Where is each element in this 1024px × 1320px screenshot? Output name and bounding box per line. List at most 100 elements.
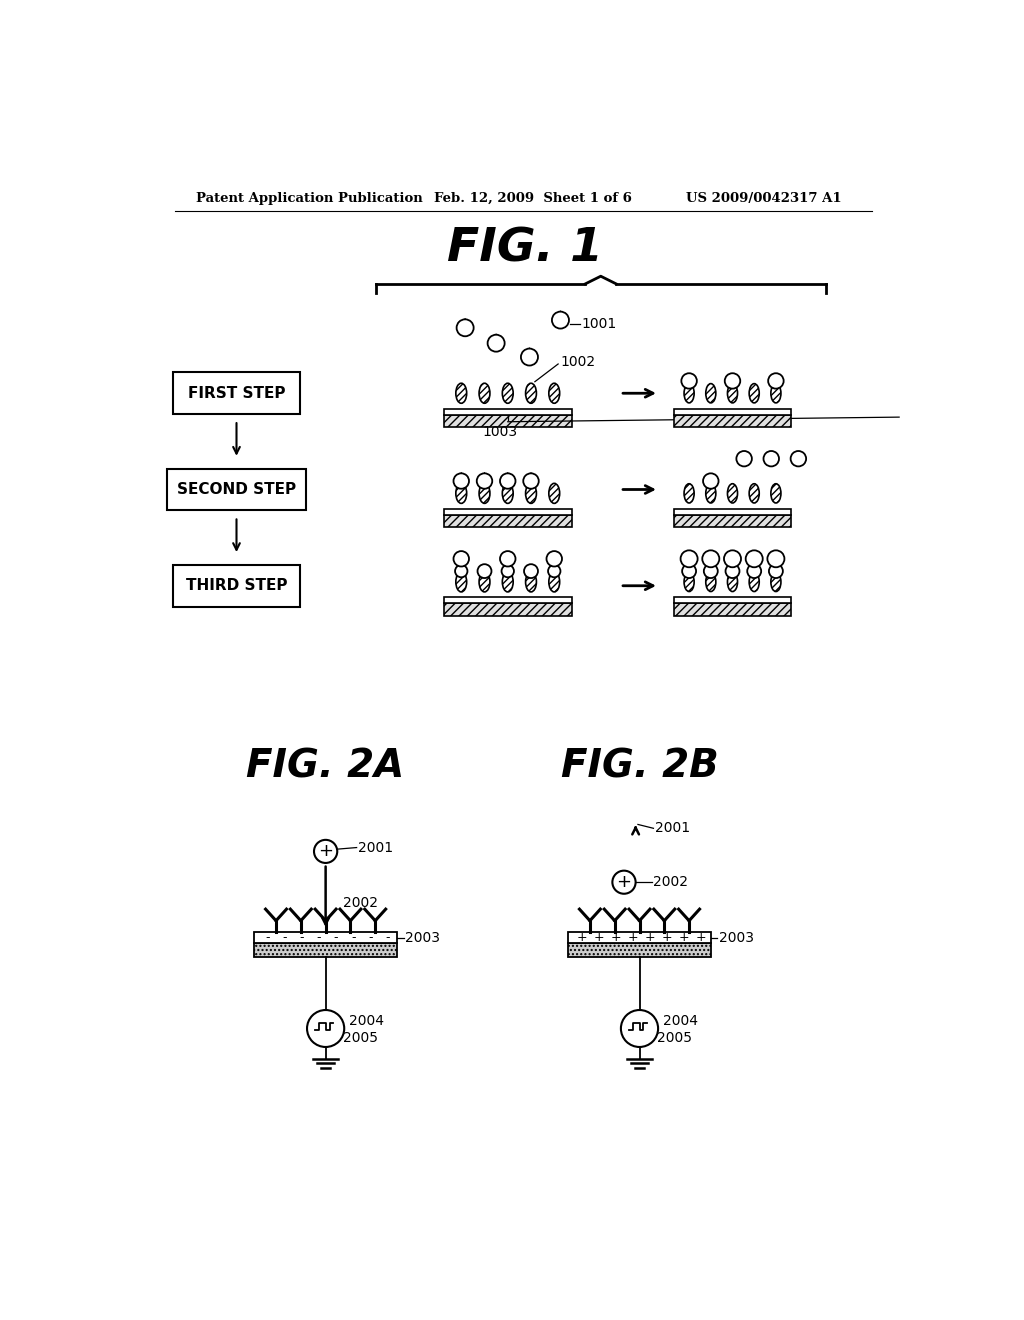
Circle shape: [552, 312, 569, 329]
Circle shape: [307, 1010, 344, 1047]
Ellipse shape: [525, 572, 537, 591]
Bar: [443, 515, 571, 527]
Text: 2004: 2004: [349, 1014, 384, 1028]
Text: +: +: [662, 931, 673, 944]
FancyBboxPatch shape: [173, 372, 300, 414]
Text: 2005: 2005: [343, 1031, 378, 1044]
Circle shape: [454, 474, 469, 488]
Text: -: -: [385, 931, 389, 944]
Ellipse shape: [456, 483, 467, 503]
Text: -: -: [368, 931, 373, 944]
Text: 1003: 1003: [482, 425, 517, 438]
Text: Feb. 12, 2009  Sheet 1 of 6: Feb. 12, 2009 Sheet 1 of 6: [434, 191, 632, 205]
Text: SECOND STEP: SECOND STEP: [177, 482, 296, 498]
Bar: [254, 932, 397, 942]
Ellipse shape: [503, 383, 513, 404]
Text: Patent Application Publication: Patent Application Publication: [197, 191, 423, 205]
Circle shape: [703, 474, 719, 488]
Text: +: +: [577, 931, 587, 944]
Text: +: +: [616, 874, 632, 891]
Text: 1002: 1002: [560, 355, 596, 370]
Bar: [254, 942, 397, 957]
Circle shape: [681, 550, 697, 568]
Ellipse shape: [706, 384, 716, 403]
Ellipse shape: [706, 483, 716, 503]
Text: +: +: [610, 931, 622, 944]
Ellipse shape: [525, 383, 537, 404]
Text: +: +: [645, 931, 655, 944]
Bar: [568, 932, 712, 942]
Ellipse shape: [727, 384, 737, 403]
Circle shape: [736, 451, 752, 466]
Circle shape: [745, 550, 763, 568]
Text: 1001: 1001: [582, 317, 616, 331]
Bar: [675, 508, 791, 515]
Circle shape: [314, 840, 337, 863]
Bar: [443, 597, 571, 603]
Text: +: +: [594, 931, 604, 944]
Circle shape: [454, 552, 469, 566]
Ellipse shape: [525, 483, 537, 503]
Circle shape: [500, 552, 515, 566]
Text: +: +: [679, 931, 689, 944]
Text: 2003: 2003: [406, 931, 440, 945]
Text: -: -: [351, 931, 355, 944]
Circle shape: [500, 474, 515, 488]
Circle shape: [767, 550, 784, 568]
Text: FIG. 1: FIG. 1: [446, 227, 603, 272]
Ellipse shape: [479, 572, 489, 591]
Ellipse shape: [549, 572, 560, 591]
Text: FIRST STEP: FIRST STEP: [187, 385, 286, 401]
Circle shape: [791, 451, 806, 466]
Ellipse shape: [771, 384, 781, 403]
Circle shape: [548, 565, 560, 577]
Bar: [443, 508, 571, 515]
Bar: [675, 409, 791, 414]
Ellipse shape: [684, 573, 694, 591]
Text: +: +: [628, 931, 638, 944]
Text: FIG. 2B: FIG. 2B: [560, 747, 719, 785]
Ellipse shape: [456, 383, 467, 404]
Circle shape: [724, 550, 741, 568]
Ellipse shape: [503, 572, 513, 591]
Circle shape: [487, 335, 505, 351]
Ellipse shape: [503, 483, 513, 503]
Text: +: +: [318, 842, 333, 861]
Text: 2002: 2002: [343, 896, 378, 909]
Circle shape: [621, 1010, 658, 1047]
Bar: [675, 603, 791, 615]
Circle shape: [547, 552, 562, 566]
Circle shape: [502, 565, 514, 577]
Ellipse shape: [750, 573, 759, 591]
Text: 2002: 2002: [653, 875, 688, 890]
Circle shape: [455, 565, 467, 577]
Ellipse shape: [479, 483, 489, 503]
Ellipse shape: [771, 483, 781, 503]
Circle shape: [703, 564, 718, 578]
Ellipse shape: [684, 483, 694, 503]
Ellipse shape: [727, 483, 737, 503]
Ellipse shape: [771, 573, 781, 591]
Circle shape: [764, 451, 779, 466]
Ellipse shape: [456, 572, 467, 591]
Circle shape: [523, 474, 539, 488]
Text: 2005: 2005: [656, 1031, 691, 1044]
Circle shape: [457, 319, 474, 337]
Bar: [675, 597, 791, 603]
Ellipse shape: [549, 483, 560, 503]
Bar: [443, 409, 571, 414]
Text: FIG. 2A: FIG. 2A: [247, 747, 404, 785]
Text: THIRD STEP: THIRD STEP: [185, 578, 288, 593]
Text: 2001: 2001: [358, 841, 393, 854]
Circle shape: [726, 564, 739, 578]
Circle shape: [769, 564, 783, 578]
FancyBboxPatch shape: [167, 469, 306, 511]
Text: -: -: [334, 931, 338, 944]
Bar: [675, 515, 791, 527]
Ellipse shape: [750, 384, 759, 403]
Text: US 2009/0042317 A1: US 2009/0042317 A1: [686, 191, 842, 205]
Ellipse shape: [727, 573, 737, 591]
Bar: [568, 942, 712, 957]
Text: 2004: 2004: [663, 1014, 697, 1028]
Circle shape: [477, 474, 493, 488]
